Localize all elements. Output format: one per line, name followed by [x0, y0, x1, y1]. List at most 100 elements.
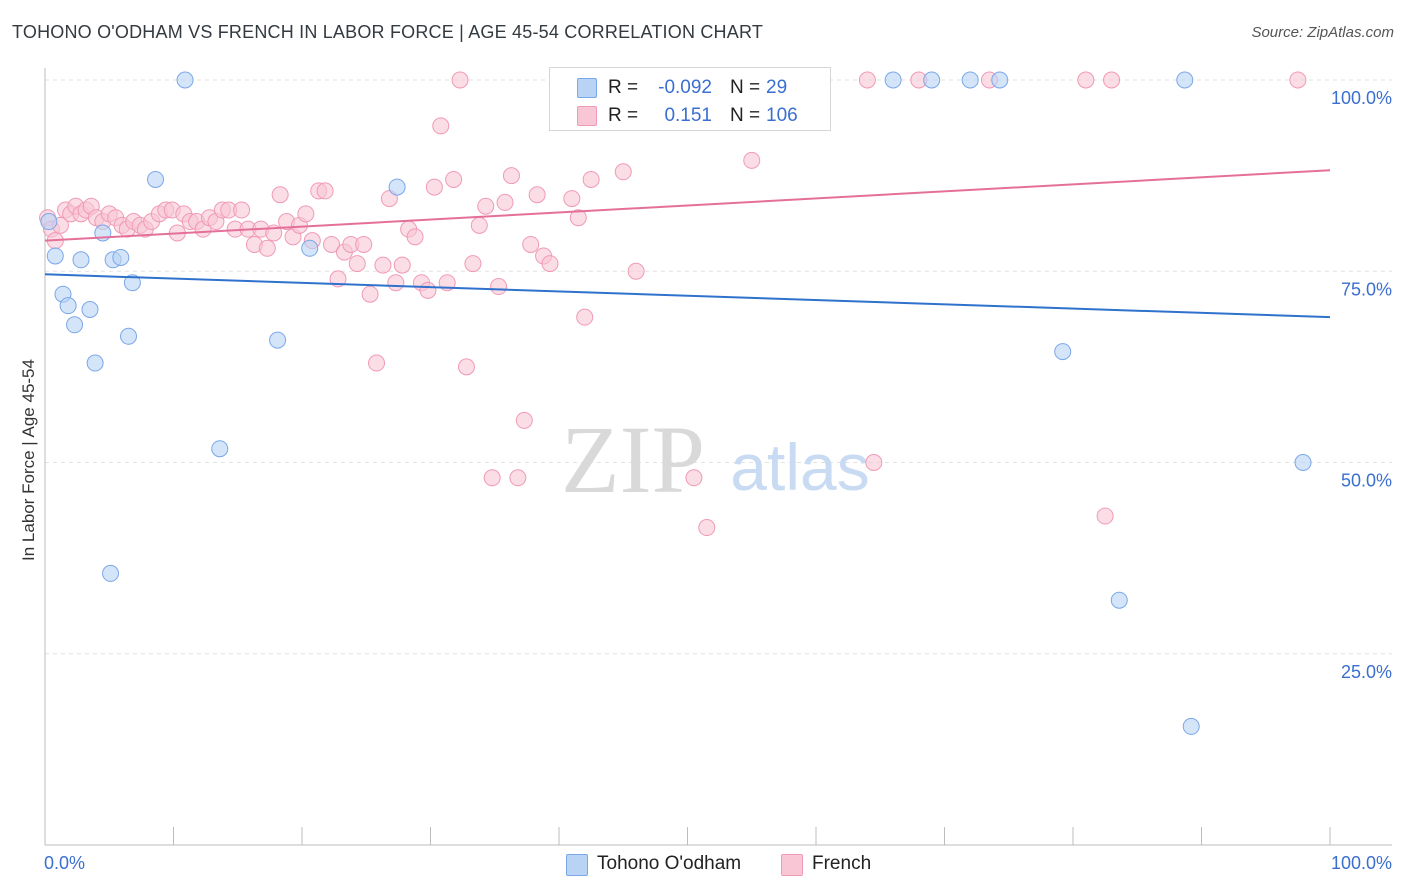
- legend-r-value: 0.151: [664, 105, 712, 126]
- tohono-points: [40, 71, 1312, 735]
- tohono-point: [1182, 717, 1200, 735]
- tohono-point: [59, 297, 77, 315]
- grid-lines: [45, 79, 1392, 655]
- correlation-legend: R = -0.092 N = 29 R = 0.151 N = 106: [549, 67, 831, 131]
- tohono-point: [120, 327, 138, 345]
- french-point: [432, 117, 450, 135]
- french-point: [387, 274, 405, 292]
- french-point: [1289, 71, 1307, 89]
- trend-lines: [44, 169, 1331, 319]
- y-tick-label: 100.0%: [1331, 88, 1392, 108]
- bottom-legend-label-french: French: [812, 853, 872, 874]
- french-point: [445, 170, 463, 188]
- french-point: [496, 193, 514, 211]
- tohono-point: [72, 251, 90, 269]
- x-tick-label: 100.0%: [1331, 853, 1392, 873]
- french-point: [297, 205, 315, 223]
- legend-r-label: R =: [608, 77, 639, 98]
- french-point: [515, 411, 533, 429]
- french-point: [419, 281, 437, 299]
- french-point: [483, 469, 501, 487]
- french-point: [582, 170, 600, 188]
- french-point: [698, 519, 716, 537]
- tohono-point: [112, 248, 130, 266]
- tohono-point: [1110, 591, 1128, 609]
- french-point: [464, 255, 482, 273]
- y-tick-label: 50.0%: [1341, 471, 1392, 491]
- french-point: [1096, 507, 1114, 525]
- french-point: [348, 255, 366, 273]
- tohono-point: [301, 239, 319, 257]
- tohono-point: [1054, 343, 1072, 361]
- legend-row-tohono: R = -0.092 N = 29: [550, 74, 830, 102]
- french-point: [1077, 71, 1095, 89]
- tohono-point: [86, 354, 104, 372]
- axes: [44, 68, 1392, 846]
- bottom-legend-swatch-tohono: [566, 854, 588, 876]
- tohono-point: [923, 71, 941, 89]
- legend-swatch-tohono: [577, 78, 597, 98]
- source-label: Source: ZipAtlas.com: [1251, 24, 1394, 41]
- french-point: [858, 71, 876, 89]
- french-point: [627, 262, 645, 280]
- tohono-point: [961, 71, 979, 89]
- french-point: [316, 182, 334, 200]
- french-point: [477, 197, 495, 215]
- legend-n-label: N =: [730, 77, 761, 98]
- french-point: [865, 454, 883, 471]
- french-point: [614, 163, 632, 181]
- french-point: [509, 469, 527, 487]
- tohono-point: [991, 71, 1009, 89]
- y-tick-label: 25.0%: [1341, 662, 1392, 682]
- french-point: [502, 167, 520, 185]
- french-point: [457, 358, 475, 376]
- french-point: [258, 239, 276, 257]
- tohono-point: [1176, 71, 1194, 89]
- french-point: [576, 308, 594, 326]
- watermark: ZIP atlas: [561, 406, 870, 513]
- legend-row-french: R = 0.151 N = 106: [550, 102, 830, 130]
- tick-labels: 25.0% 50.0% 75.0% 100.0% 0.0% 100.0%: [44, 88, 1392, 873]
- tohono-point: [884, 71, 902, 89]
- tohono-point: [1294, 454, 1312, 471]
- french-point: [470, 216, 488, 234]
- watermark-zip: ZIP: [561, 406, 705, 513]
- french-point: [374, 256, 392, 274]
- tohono-point: [176, 71, 194, 89]
- tohono-point: [40, 213, 58, 231]
- tohono-point: [269, 331, 287, 349]
- bottom-legend-swatch-french: [781, 854, 803, 876]
- french-point: [541, 255, 559, 273]
- french-point: [361, 285, 379, 303]
- french-point: [528, 186, 546, 204]
- french-point: [393, 256, 411, 274]
- tohono-point: [46, 247, 64, 265]
- french-point: [743, 151, 761, 169]
- french-point: [355, 235, 373, 253]
- y-axis-label: In Labor Force | Age 45-54: [19, 359, 38, 561]
- french-point: [368, 354, 386, 372]
- chart-title: TOHONO O'ODHAM VS FRENCH IN LABOR FORCE …: [12, 22, 764, 42]
- tohono-point: [123, 274, 141, 292]
- tohono-point: [211, 440, 229, 458]
- french-point: [425, 178, 443, 196]
- french-point: [563, 190, 581, 208]
- french-points: [39, 71, 1307, 537]
- tohono-point: [66, 316, 84, 334]
- french-point: [406, 228, 424, 246]
- tohono-point: [388, 178, 406, 196]
- tohono-trend-line: [44, 273, 1331, 319]
- french-point: [451, 71, 469, 89]
- legend-n-label: N =: [730, 105, 761, 126]
- watermark-atlas: atlas: [730, 430, 869, 504]
- french-point: [685, 469, 703, 487]
- tohono-point: [81, 301, 99, 318]
- french-point: [522, 235, 540, 253]
- french-point: [490, 278, 508, 296]
- legend-n-value: 106: [766, 105, 798, 126]
- french-point: [233, 201, 251, 219]
- legend-r-value: -0.092: [658, 77, 712, 98]
- french-point: [329, 270, 347, 288]
- french-trend-line: [44, 169, 1331, 242]
